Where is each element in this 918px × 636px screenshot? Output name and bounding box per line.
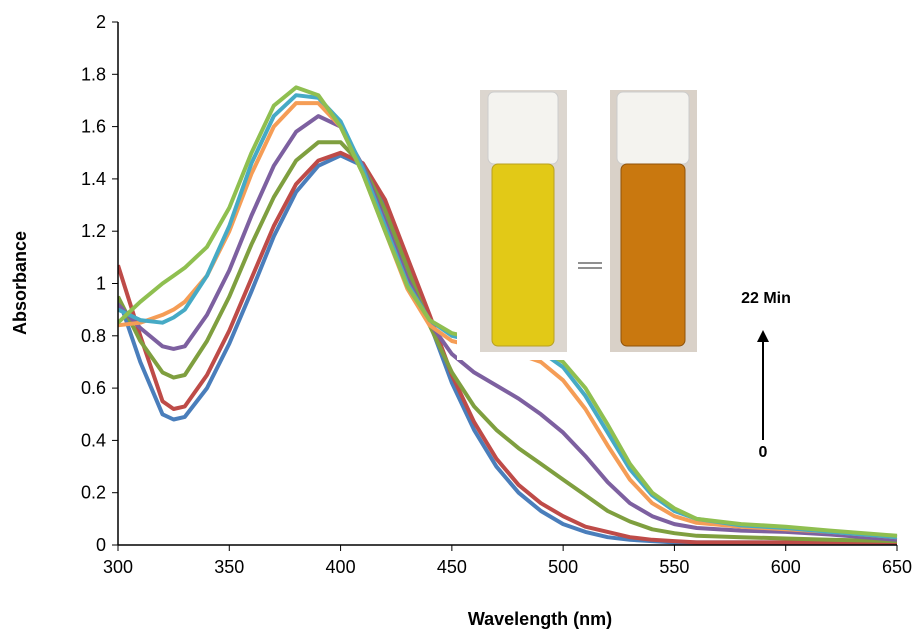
- vial-cap: [487, 91, 559, 165]
- y-tick-label: 2: [96, 12, 106, 32]
- x-tick-label: 450: [437, 557, 467, 577]
- y-tick-label: 1.6: [81, 117, 106, 137]
- annotation: 22 Min: [741, 290, 791, 307]
- y-tick-label: 0.2: [81, 483, 106, 503]
- vial-cap: [616, 91, 690, 165]
- x-tick-label: 550: [659, 557, 689, 577]
- x-tick-label: 500: [548, 557, 578, 577]
- y-tick-label: 0.6: [81, 378, 106, 398]
- x-tick-label: 650: [882, 557, 912, 577]
- vial-orange: [620, 163, 686, 347]
- annotation: 0: [759, 444, 768, 461]
- x-axis-title: Wavelength (nm): [468, 609, 612, 629]
- spectrum-line: [118, 114, 898, 542]
- time-arrow-head: [757, 330, 769, 342]
- x-tick-label: 600: [771, 557, 801, 577]
- x-tick-label: 400: [326, 557, 356, 577]
- vial-yellow: [491, 163, 555, 347]
- spectrum-line: [118, 140, 898, 544]
- inset-photo: [457, 90, 702, 360]
- x-tick-label: 350: [214, 557, 244, 577]
- y-tick-label: 1.8: [81, 64, 106, 84]
- y-tick-label: 1.4: [81, 169, 106, 189]
- y-tick-label: 0.8: [81, 326, 106, 346]
- plot-lines: [118, 85, 898, 545]
- y-tick-label: 1: [96, 274, 106, 294]
- x-tick-label: 300: [103, 557, 133, 577]
- spectrum-line: [118, 85, 898, 538]
- y-tick-label: 0: [96, 535, 106, 555]
- y-axis-title: Absorbance: [10, 231, 30, 335]
- y-tick-label: 0.4: [81, 430, 106, 450]
- y-tick-label: 1.2: [81, 221, 106, 241]
